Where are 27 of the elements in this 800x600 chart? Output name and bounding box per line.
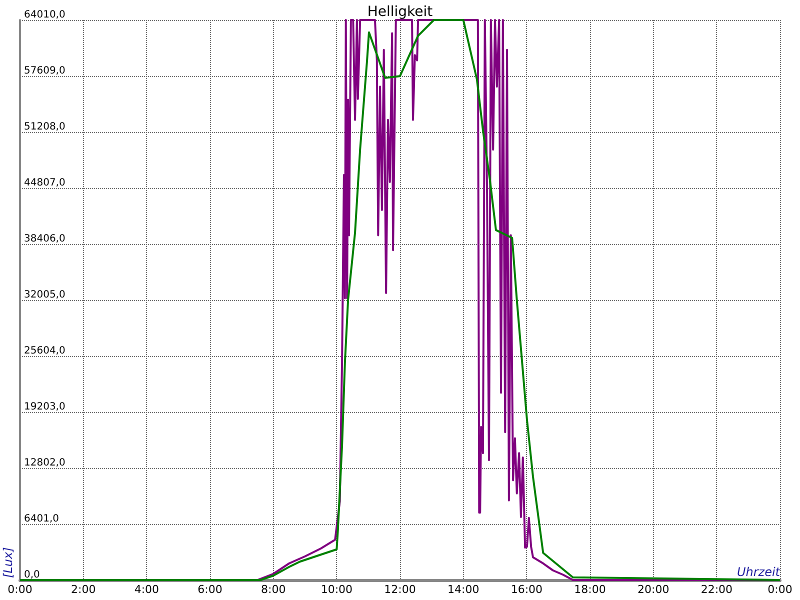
x-tick-label: 0:00	[8, 583, 32, 596]
x-tick-label: 18:00	[574, 583, 606, 596]
y-tick-label: 64010,0	[24, 10, 66, 20]
x-tick-label: 22:00	[700, 583, 733, 596]
y-tick-label: 44807,0	[24, 178, 66, 188]
chart-title: Helligkeit	[367, 4, 434, 20]
y-tick-label: 25604,0	[24, 346, 66, 356]
x-tick-label: 2:00	[70, 583, 96, 596]
x-tick-label: 16:00	[510, 583, 543, 596]
x-tick-label: 20:00	[637, 583, 670, 596]
x-tick-label: 0:00	[768, 583, 792, 596]
x-tick-label: 8:00	[260, 583, 286, 596]
x-tick-label: 10:00	[320, 583, 353, 596]
x-tick-label: 14:00	[447, 583, 480, 596]
y-tick-label: 0,0	[24, 570, 40, 580]
y-tick-label: 19203,0	[24, 402, 66, 412]
x-tick-label: 4:00	[134, 583, 160, 596]
y-tick-label: 51208,0	[24, 122, 66, 132]
x-tick-label: 6:00	[198, 583, 222, 596]
y-tick-label: 57609,0	[24, 66, 66, 76]
y-tick-label: 12802,0	[24, 458, 66, 468]
y-tick-label: 38406,0	[24, 234, 66, 244]
x-tick-label: 12:00	[384, 583, 416, 596]
y-tick-label: 6401,0	[24, 514, 59, 524]
y-axis-title: [Lux]	[1, 546, 15, 578]
y-tick-label: 32005,0	[24, 290, 66, 300]
x-axis-title: Uhrzeit	[736, 565, 782, 579]
